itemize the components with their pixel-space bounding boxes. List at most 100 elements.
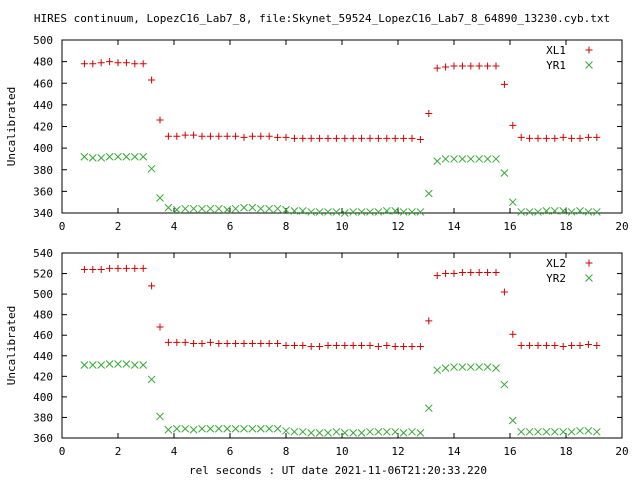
data-point-plus xyxy=(391,343,399,351)
y-tick-label: 360 xyxy=(33,185,53,198)
data-point-plus xyxy=(299,342,307,349)
data-point-cross xyxy=(240,424,248,433)
data-point-plus xyxy=(190,131,198,139)
data-point-plus xyxy=(374,343,382,351)
y-tick-label: 380 xyxy=(33,164,53,177)
data-point-plus xyxy=(97,59,105,67)
data-point-cross xyxy=(340,209,349,217)
data-point-plus xyxy=(114,264,122,272)
data-point-cross xyxy=(256,424,265,433)
data-point-cross xyxy=(156,412,164,421)
data-point-cross xyxy=(483,155,492,163)
data-point-plus xyxy=(232,339,240,347)
data-point-cross xyxy=(223,424,232,433)
series-xl1 xyxy=(80,58,601,143)
x-tick-label: 18 xyxy=(559,445,572,458)
data-point-cross xyxy=(466,363,475,371)
data-point-cross xyxy=(492,155,500,163)
data-point-plus xyxy=(400,134,408,142)
y-tick-label: 420 xyxy=(33,370,53,383)
data-point-plus xyxy=(131,264,139,272)
x-tick-label: 0 xyxy=(59,445,66,458)
data-point-cross xyxy=(265,204,274,213)
data-point-cross xyxy=(592,208,601,216)
data-point-plus xyxy=(568,134,576,142)
data-point-plus xyxy=(257,132,265,140)
legend-label: XL1 xyxy=(546,44,566,57)
data-point-plus xyxy=(181,131,189,139)
data-point-cross xyxy=(265,424,274,433)
data-point-cross xyxy=(139,361,148,369)
data-point-plus xyxy=(416,343,424,351)
x-axis-label: rel seconds : UT date 2021-11-06T21:20:3… xyxy=(189,464,487,477)
data-point-cross xyxy=(357,208,366,216)
data-point-plus xyxy=(307,134,315,142)
x-tick-label: 8 xyxy=(283,220,290,233)
data-point-cross xyxy=(525,427,534,436)
data-point-cross xyxy=(189,204,198,213)
y-tick-label: 400 xyxy=(33,391,53,404)
data-point-cross xyxy=(315,429,324,437)
data-point-plus xyxy=(265,339,273,347)
x-tick-label: 2 xyxy=(115,445,122,458)
data-point-plus xyxy=(240,339,248,347)
data-point-cross xyxy=(550,427,559,436)
data-point-plus xyxy=(425,317,433,325)
data-point-cross xyxy=(88,154,97,162)
data-point-plus xyxy=(274,339,282,347)
data-point-cross xyxy=(181,424,190,433)
data-point-plus xyxy=(358,134,366,142)
data-point-plus xyxy=(391,134,399,142)
data-point-cross xyxy=(307,208,316,216)
data-point-plus xyxy=(282,342,290,349)
series-yr1 xyxy=(80,152,601,217)
data-point-cross xyxy=(500,169,509,177)
chart-title: HIRES continuum, LopezC16_Lab7_8, file:S… xyxy=(34,12,610,25)
data-point-cross xyxy=(450,155,458,163)
data-point-cross xyxy=(298,206,307,215)
data-point-cross xyxy=(256,204,265,213)
data-point-cross xyxy=(273,204,282,213)
data-point-cross xyxy=(298,427,307,436)
data-point-plus xyxy=(576,342,584,349)
x-tick-label: 16 xyxy=(503,445,516,458)
x-tick-label: 0 xyxy=(59,220,66,233)
data-point-plus xyxy=(148,76,156,84)
data-point-plus xyxy=(307,343,315,351)
data-point-plus xyxy=(198,339,206,347)
data-point-cross xyxy=(349,429,358,437)
data-point-cross xyxy=(80,152,89,161)
data-point-plus xyxy=(593,342,601,349)
data-point-cross xyxy=(105,152,114,161)
data-point-cross xyxy=(248,203,257,212)
data-point-cross xyxy=(130,361,139,369)
series-yr2 xyxy=(80,360,601,437)
data-point-plus xyxy=(316,343,324,351)
data-point-cross xyxy=(181,204,190,213)
data-point-plus xyxy=(89,265,97,273)
x-tick-label: 10 xyxy=(335,220,348,233)
data-point-plus xyxy=(416,135,424,143)
data-point-cross xyxy=(382,427,391,436)
data-point-cross xyxy=(198,424,206,433)
data-point-cross xyxy=(156,194,164,202)
data-point-plus xyxy=(475,269,483,277)
data-point-cross xyxy=(374,427,383,436)
data-point-cross xyxy=(315,208,324,216)
data-point-cross xyxy=(567,427,576,436)
data-point-plus xyxy=(215,132,223,140)
data-point-plus xyxy=(542,134,550,142)
data-point-plus xyxy=(383,134,391,142)
x-tick-label: 20 xyxy=(615,445,628,458)
data-point-cross xyxy=(534,427,542,436)
data-point-cross xyxy=(248,424,257,433)
data-point-cross xyxy=(366,427,374,436)
data-point-cross xyxy=(97,361,106,369)
data-point-cross xyxy=(223,205,232,214)
data-point-plus xyxy=(232,132,240,140)
data-point-cross xyxy=(147,164,156,173)
legend-marker-plus xyxy=(585,46,593,54)
data-point-plus xyxy=(400,343,408,351)
data-point-plus xyxy=(349,134,357,142)
data-point-cross xyxy=(466,155,475,163)
